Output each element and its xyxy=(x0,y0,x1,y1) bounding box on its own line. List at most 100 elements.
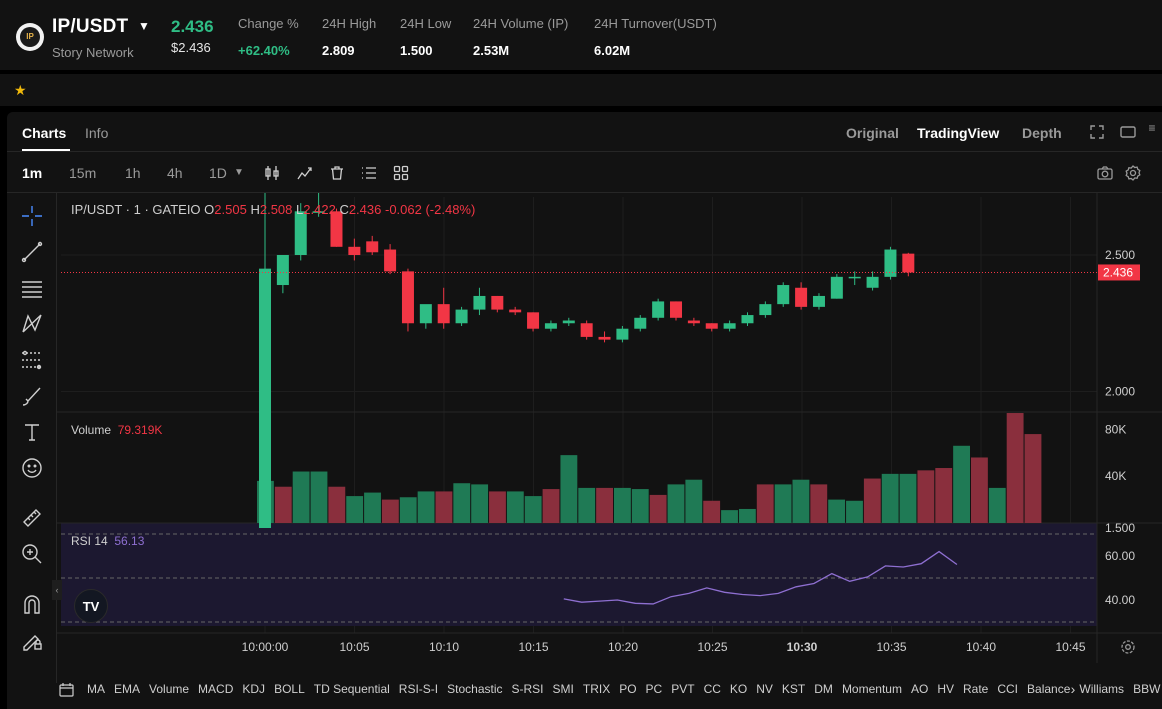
brush-icon[interactable] xyxy=(17,383,47,409)
lock-drawings-icon[interactable] xyxy=(17,627,47,653)
view-tradingview[interactable]: TradingView xyxy=(917,125,1000,141)
fullscreen-icon[interactable] xyxy=(1088,123,1106,141)
indicator-item[interactable]: Balance xyxy=(1027,682,1071,696)
indicator-item[interactable]: Momentum xyxy=(841,682,902,696)
pair-dropdown-icon[interactable]: ▼ xyxy=(138,19,150,33)
timeframe-1m[interactable]: 1m xyxy=(22,165,43,181)
chevron-right-icon[interactable]: › xyxy=(1070,681,1076,697)
volume-bar xyxy=(721,510,738,523)
ruler-icon[interactable] xyxy=(17,505,47,531)
indicator-item[interactable]: AO xyxy=(910,682,929,696)
view-original[interactable]: Original xyxy=(846,125,899,141)
candle-body xyxy=(384,249,397,272)
network-name: Story Network xyxy=(52,45,134,60)
indicator-item[interactable]: NV xyxy=(756,682,773,696)
tradingview-logo[interactable]: TV xyxy=(74,589,108,623)
indicator-item[interactable]: KDJ xyxy=(242,682,266,696)
emoji-icon[interactable] xyxy=(17,455,47,481)
legend-symbol: IP/USDT · 1 · GATEIO xyxy=(71,202,201,217)
ticker-header: IP IP/USDT ▼ Story Network 2.436 $2.436 … xyxy=(0,0,1162,70)
last-price-usd: $2.436 xyxy=(171,40,211,55)
list-icon[interactable] xyxy=(360,164,378,182)
indicator-item[interactable]: KST xyxy=(781,682,806,696)
volume-bar xyxy=(417,491,435,523)
pattern-icon[interactable] xyxy=(17,311,47,337)
candle-body xyxy=(330,211,343,247)
window-icon[interactable] xyxy=(1119,123,1137,141)
indicator-item[interactable]: HV xyxy=(937,682,954,696)
candle-body xyxy=(437,304,450,324)
trash-icon[interactable] xyxy=(328,164,346,182)
view-depth[interactable]: Depth xyxy=(1022,125,1062,141)
indicator-item[interactable]: S-RSI xyxy=(511,682,544,696)
volume-tick-label: 40K xyxy=(1105,469,1126,483)
volume-bar xyxy=(524,496,542,523)
layout-grid-icon[interactable] xyxy=(392,164,410,182)
menu-icon[interactable]: ≡ xyxy=(1148,121,1156,135)
indicators-icon[interactable] xyxy=(296,164,314,182)
collapse-toolbar-icon[interactable]: ‹ xyxy=(52,580,62,600)
indicator-item[interactable]: Stochastic xyxy=(447,682,503,696)
candle-body xyxy=(830,276,843,299)
zoom-in-icon[interactable] xyxy=(17,541,47,567)
indicator-item[interactable]: CC xyxy=(703,682,721,696)
legend-low-label: L xyxy=(296,202,304,217)
volume-bar xyxy=(756,484,774,523)
timeframe-dropdown-icon[interactable]: ▼ xyxy=(234,167,244,178)
legend-low: 2.422 xyxy=(303,202,336,217)
calendar-icon[interactable] xyxy=(58,682,74,698)
indicator-item[interactable]: BOLL xyxy=(274,682,305,696)
indicator-item[interactable]: RSI-S-I xyxy=(398,682,439,696)
volume-bar xyxy=(667,484,685,523)
indicator-item[interactable]: Rate xyxy=(962,682,989,696)
tab-charts[interactable]: Charts xyxy=(22,125,67,141)
text-tool-icon[interactable] xyxy=(17,419,47,445)
volume-bar xyxy=(935,468,953,523)
current-price-label: 2.436 xyxy=(1103,265,1133,279)
indicator-item[interactable]: PVT xyxy=(671,682,695,696)
stat-change: Change % +62.40% xyxy=(238,16,299,58)
stat-label: Change % xyxy=(238,16,299,31)
indicator-item[interactable]: DM xyxy=(814,682,833,696)
indicator-item[interactable]: EMA xyxy=(114,682,141,696)
candle-body xyxy=(527,312,540,329)
magnet-icon[interactable] xyxy=(17,591,47,617)
indicator-item[interactable]: MACD xyxy=(198,682,234,696)
indicator-item[interactable]: KO xyxy=(729,682,748,696)
indicator-item[interactable]: TD Sequential xyxy=(313,682,390,696)
timeframe-1h[interactable]: 1h xyxy=(125,165,141,181)
rsi-legend: RSI 14 56.13 xyxy=(71,534,144,548)
timeframe-15m[interactable]: 15m xyxy=(69,165,97,181)
camera-icon[interactable] xyxy=(1096,164,1114,182)
indicator-item[interactable]: PC xyxy=(645,682,663,696)
indicator-item[interactable]: Williams xyxy=(1079,682,1125,696)
time-tick-label: 10:30 xyxy=(787,640,818,654)
indicator-item[interactable]: SMI xyxy=(552,682,574,696)
fibonacci-icon[interactable] xyxy=(17,347,47,373)
crosshair-icon[interactable] xyxy=(17,203,47,229)
indicator-item[interactable]: TRIX xyxy=(582,682,611,696)
pair-name[interactable]: IP/USDT xyxy=(52,16,129,37)
price-chart[interactable]: 2.500 2.000 1.500 2.436 80K 40K 60.00 40.00 10:0… xyxy=(57,193,1162,663)
volume-bar xyxy=(435,491,453,523)
timeframe-4h[interactable]: 4h xyxy=(167,165,183,181)
time-tick-label: 10:45 xyxy=(1055,640,1085,654)
indicator-item[interactable]: CCI xyxy=(997,682,1019,696)
legend-close: 2.436 xyxy=(348,202,382,217)
axis-settings-icon[interactable] xyxy=(1121,640,1135,654)
rsi-value: 56.13 xyxy=(114,534,145,548)
horizontal-lines-icon[interactable] xyxy=(17,275,47,301)
tab-info[interactable]: Info xyxy=(85,125,109,141)
indicator-item[interactable]: Volume xyxy=(149,682,190,696)
volume-bar xyxy=(399,497,417,523)
settings-gear-icon[interactable] xyxy=(1124,164,1142,182)
indicator-item[interactable]: PO xyxy=(619,682,637,696)
trend-line-icon[interactable] xyxy=(17,239,47,265)
indicator-item[interactable]: MA xyxy=(87,682,105,696)
rsi-tick-label: 40.00 xyxy=(1105,593,1135,607)
star-icon[interactable]: ★ xyxy=(14,82,27,98)
indicator-item[interactable]: BBW xyxy=(1133,682,1161,696)
timeframe-1d[interactable]: 1D xyxy=(209,165,227,181)
candle-type-icon[interactable] xyxy=(263,164,281,182)
last-price: 2.436 xyxy=(171,17,214,36)
